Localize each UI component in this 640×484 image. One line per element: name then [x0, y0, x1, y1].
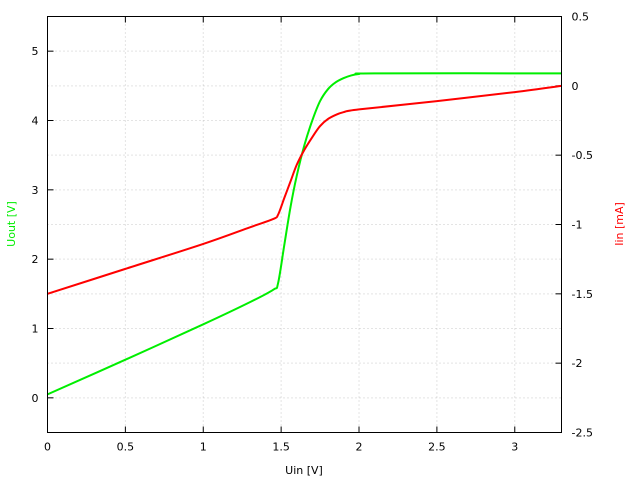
y-right-tick-label: 0.5: [572, 11, 590, 24]
ticks: 0 0.5 1 1.5 2 2.5 3 0 1 2 3 4 5 0.5 0 -0.5 -1 -1.5 -2 -2.5: [32, 11, 593, 454]
plot-frame: [47, 16, 562, 433]
y-left-tick-label: 1: [32, 323, 39, 336]
y-right-tick-label: -2: [572, 357, 583, 370]
y-right-tick-label: 0: [572, 80, 579, 93]
y-left-axis-label: Uout [V]: [5, 201, 18, 247]
y-left-tick-label: 0: [32, 392, 39, 405]
y-right-tick-label: -1.5: [572, 288, 593, 301]
x-tick-label: 2: [356, 441, 363, 454]
series: [47, 72, 562, 396]
x-tick-label: 0.5: [117, 441, 135, 454]
y-left-tick-label: 3: [32, 184, 39, 197]
y-right-axis-label: Iin [mA]: [613, 202, 626, 246]
x-tick-label: 2.5: [428, 441, 446, 454]
x-tick-label: 3: [511, 441, 518, 454]
y-right-tick-label: -0.5: [572, 149, 593, 162]
x-axis-label: Uin [V]: [285, 464, 323, 477]
grid: [47, 16, 562, 433]
y-right-tick-label: -2.5: [572, 427, 593, 440]
y-left-tick-label: 4: [32, 115, 39, 128]
series-line-uout: [47, 72, 562, 396]
series-line-iin: [47, 84, 562, 295]
x-tick-label: 0: [44, 441, 51, 454]
y-right-tick-label: -1: [572, 219, 583, 232]
x-tick-label: 1: [200, 441, 207, 454]
x-tick-label: 1.5: [272, 441, 290, 454]
y-left-tick-label: 2: [32, 253, 39, 266]
y-left-tick-label: 5: [32, 45, 39, 58]
